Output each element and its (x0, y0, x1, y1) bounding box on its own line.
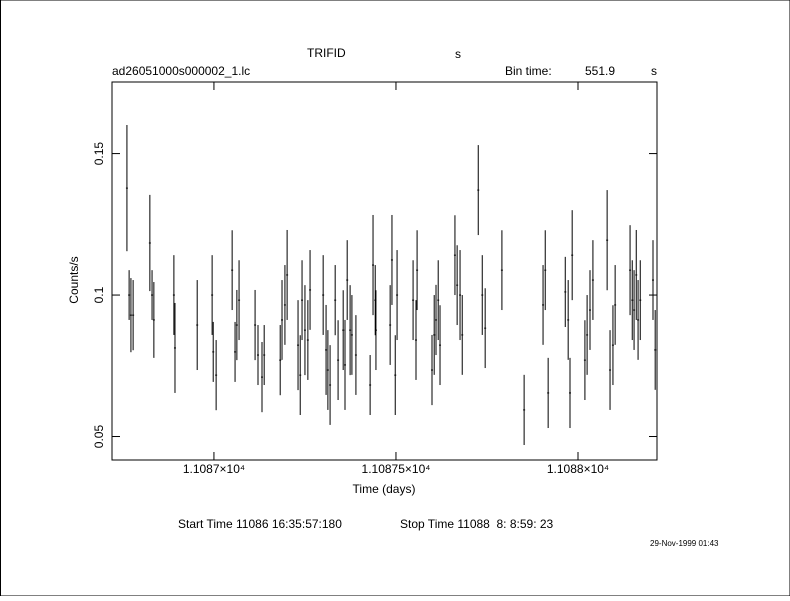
file-name: ad26051000s000002_1.lc (112, 64, 250, 78)
y-tick-label: 0.05 (92, 425, 106, 449)
timestamp: 29-Nov-1999 01:43 (650, 539, 719, 548)
bin-time-label: Bin time: (505, 64, 552, 78)
y-axis-label: Counts/s (67, 256, 81, 303)
plot-frame (111, 81, 658, 461)
title-unit: s (455, 47, 461, 61)
y-tick-label: 0.15 (92, 142, 106, 166)
x-tick-label: 1.10875×10⁴ (362, 462, 431, 476)
x-axis-label: Time (days) (353, 482, 416, 496)
bin-time: 551.9 (585, 64, 615, 78)
bin-time-unit: s (651, 64, 657, 78)
x-tick-label: 1.1087×10⁴ (183, 462, 245, 476)
y-tick-label: 0.1 (92, 286, 106, 303)
start-time: Start Time 11086 16:35:57:180 (178, 517, 342, 531)
x-tick-label: 1.1088×10⁴ (547, 462, 609, 476)
stop-time: Stop Time 11088 8: 8:59: 23 (400, 517, 554, 531)
chart-title: TRIFID (307, 46, 346, 60)
